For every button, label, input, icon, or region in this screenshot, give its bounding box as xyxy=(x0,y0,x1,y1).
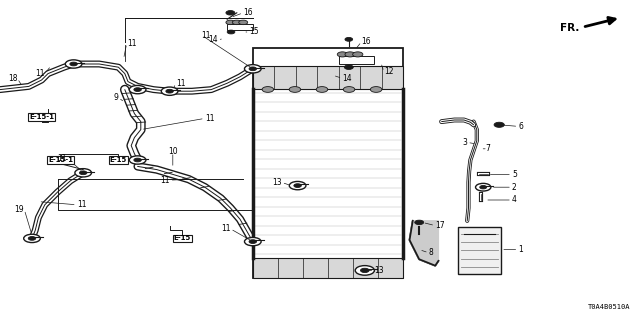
Circle shape xyxy=(371,87,382,92)
Text: 11: 11 xyxy=(205,114,214,123)
Circle shape xyxy=(294,184,301,188)
Circle shape xyxy=(129,156,146,164)
Text: E-15: E-15 xyxy=(110,157,127,163)
Text: 1: 1 xyxy=(518,245,523,254)
Text: 11: 11 xyxy=(77,200,86,209)
Bar xyxy=(253,258,403,278)
Text: 15: 15 xyxy=(250,28,259,36)
Circle shape xyxy=(65,60,82,68)
Text: T0A4B0510A: T0A4B0510A xyxy=(588,304,630,310)
Text: 4: 4 xyxy=(512,196,517,204)
Text: 7: 7 xyxy=(485,144,490,153)
Bar xyxy=(458,227,501,274)
Text: 9: 9 xyxy=(113,93,118,102)
Circle shape xyxy=(134,88,141,92)
Bar xyxy=(253,67,403,90)
Circle shape xyxy=(226,11,235,15)
Circle shape xyxy=(345,52,355,57)
Circle shape xyxy=(24,234,40,243)
Text: FR.: FR. xyxy=(560,23,579,33)
Bar xyxy=(339,56,374,64)
Circle shape xyxy=(226,20,235,25)
Text: 16: 16 xyxy=(362,37,371,46)
Circle shape xyxy=(75,169,92,177)
Circle shape xyxy=(345,37,353,41)
Text: 5: 5 xyxy=(512,170,517,179)
Text: E-15-1: E-15-1 xyxy=(48,157,74,163)
Circle shape xyxy=(353,52,363,57)
Text: 12: 12 xyxy=(384,68,394,76)
Circle shape xyxy=(129,85,146,94)
Text: 13: 13 xyxy=(374,266,384,275)
Text: 19: 19 xyxy=(15,205,24,214)
Text: 18: 18 xyxy=(8,74,17,83)
Text: 11: 11 xyxy=(221,224,230,233)
Circle shape xyxy=(355,266,374,275)
Circle shape xyxy=(166,89,173,93)
Circle shape xyxy=(244,237,261,246)
Text: 11: 11 xyxy=(127,39,136,48)
Text: 11: 11 xyxy=(176,79,186,88)
Text: 11: 11 xyxy=(35,69,45,78)
Circle shape xyxy=(360,268,369,273)
Text: 11: 11 xyxy=(58,154,67,163)
Circle shape xyxy=(161,87,178,95)
Circle shape xyxy=(344,65,353,69)
Circle shape xyxy=(316,87,328,92)
Text: 3: 3 xyxy=(462,138,467,147)
Circle shape xyxy=(289,87,301,92)
Circle shape xyxy=(227,30,235,34)
Text: 14: 14 xyxy=(208,36,218,44)
Text: 11: 11 xyxy=(160,176,170,185)
Circle shape xyxy=(415,220,424,225)
Text: 17: 17 xyxy=(435,221,445,230)
Text: 10: 10 xyxy=(168,148,178,156)
Text: 14: 14 xyxy=(342,74,352,83)
Text: 8: 8 xyxy=(429,248,433,257)
Circle shape xyxy=(494,122,504,127)
Bar xyxy=(253,48,403,278)
Bar xyxy=(227,24,253,30)
Circle shape xyxy=(239,20,248,25)
Text: 16: 16 xyxy=(243,8,253,17)
Circle shape xyxy=(249,67,257,71)
Circle shape xyxy=(244,65,261,73)
Circle shape xyxy=(134,158,141,162)
Text: 2: 2 xyxy=(512,183,516,192)
Text: E-15-1: E-15-1 xyxy=(29,114,54,120)
Circle shape xyxy=(262,87,274,92)
Text: E-15: E-15 xyxy=(174,236,191,241)
Circle shape xyxy=(480,186,486,189)
Text: 13: 13 xyxy=(272,178,282,187)
Circle shape xyxy=(79,171,87,175)
Circle shape xyxy=(249,240,257,244)
Circle shape xyxy=(476,183,491,191)
Circle shape xyxy=(337,52,348,57)
Circle shape xyxy=(70,62,77,66)
Circle shape xyxy=(289,181,306,190)
Polygon shape xyxy=(410,221,438,266)
Text: 6: 6 xyxy=(518,122,524,131)
Circle shape xyxy=(28,236,36,240)
Circle shape xyxy=(232,20,241,25)
Text: 11: 11 xyxy=(202,31,211,40)
Circle shape xyxy=(343,87,355,92)
